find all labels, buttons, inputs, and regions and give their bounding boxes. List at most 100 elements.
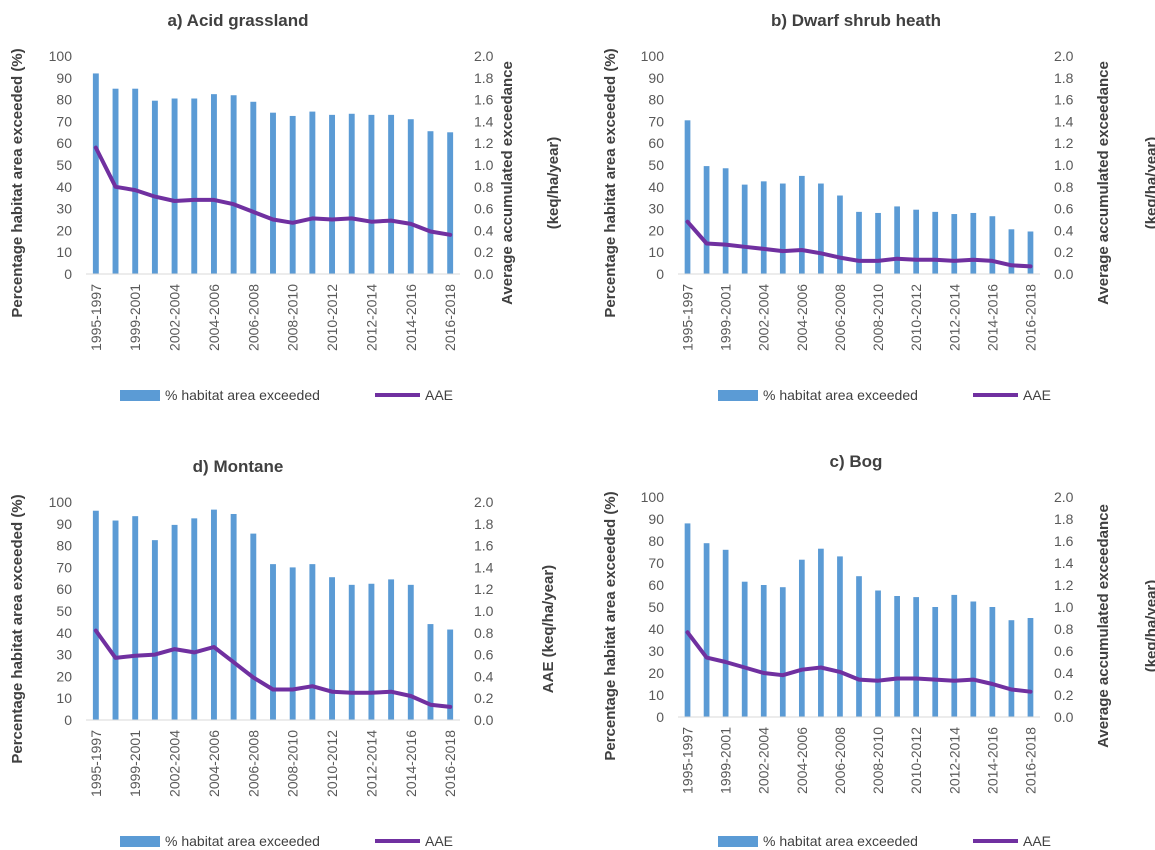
bar bbox=[388, 579, 395, 720]
bar bbox=[779, 183, 786, 274]
bar bbox=[289, 567, 296, 720]
x-tick-label: 2016-2018 bbox=[1022, 727, 1038, 794]
legend-bar-swatch bbox=[120, 390, 160, 401]
y2-tick-label: 0.6 bbox=[474, 647, 494, 663]
x-tick-label: 2006-2008 bbox=[832, 284, 848, 351]
bar bbox=[171, 524, 178, 720]
bar bbox=[250, 101, 257, 274]
bar bbox=[447, 132, 454, 274]
y-tick-label: 70 bbox=[56, 113, 72, 129]
y2-tick-label: 1.0 bbox=[474, 603, 494, 619]
panel-dwarf-shrub-heath: b) Dwarf shrub heath 0 10 20 30 40 50 60 70 80 90 1… bbox=[578, 0, 1155, 425]
bar bbox=[989, 216, 996, 274]
y2-tick-label: 0.4 bbox=[1054, 222, 1074, 238]
y-tick-label: 60 bbox=[56, 581, 72, 597]
bar bbox=[818, 183, 824, 274]
chart-title: b) Dwarf shrub heath bbox=[771, 11, 941, 30]
y2-tick-label: 2.0 bbox=[474, 494, 494, 510]
legend-bar-label: % habitat area exceeded bbox=[763, 387, 918, 403]
y-tick-label: 10 bbox=[648, 687, 664, 703]
bar bbox=[703, 543, 710, 717]
y2-tick-label: 0.6 bbox=[1054, 643, 1074, 659]
bar bbox=[427, 131, 434, 274]
bar bbox=[191, 98, 198, 274]
x-tick-label: 2012-2014 bbox=[946, 727, 962, 794]
y2-tick-label: 1.6 bbox=[1054, 92, 1074, 108]
bar bbox=[1008, 229, 1015, 274]
bar bbox=[151, 100, 158, 274]
bar bbox=[388, 114, 395, 274]
y2-tick-label: 2.0 bbox=[474, 48, 494, 64]
legend-bar-swatch bbox=[718, 390, 758, 401]
bar bbox=[309, 111, 316, 274]
x-tick-label: 2012-2014 bbox=[363, 284, 379, 351]
y-tick-label: 30 bbox=[648, 643, 664, 659]
bar bbox=[132, 516, 139, 720]
y-tick-label: 40 bbox=[56, 625, 72, 641]
aae-series-line bbox=[93, 628, 453, 709]
y-axis-label: Percentage habitat area exceeded (%) bbox=[602, 48, 619, 317]
x-tick-label: 2014-2016 bbox=[403, 284, 419, 351]
chart-svg: d) Montane 0 10 20 30 40 50 60 70 80 90 100 0.0 0.2 0.… bbox=[9, 457, 557, 849]
panel-montane: d) Montane 0 10 20 30 40 50 60 70 80 90 100 0.0 0.2 0.… bbox=[0, 425, 577, 850]
y2-tick-label: 1.2 bbox=[1054, 577, 1074, 593]
y-tick-label: 100 bbox=[49, 494, 73, 510]
x-tick-label: 2008-2010 bbox=[285, 284, 301, 351]
bar bbox=[329, 114, 336, 274]
y2-tick-label: 0.8 bbox=[1054, 179, 1074, 195]
bar bbox=[348, 584, 355, 720]
x-tick-label: 2002-2004 bbox=[167, 284, 183, 351]
bar bbox=[270, 564, 276, 720]
y-tick-label: 0 bbox=[656, 266, 664, 282]
bar bbox=[1027, 618, 1034, 717]
x-tick-label: 1995-1997 bbox=[680, 284, 696, 351]
x-tick-label: 2004-2006 bbox=[206, 284, 222, 351]
y2-tick-label: 2.0 bbox=[1054, 489, 1074, 505]
legend-bar-label: % habitat area exceeded bbox=[165, 833, 320, 849]
y2-tick-label: 0.6 bbox=[1054, 201, 1074, 217]
x-tick-label: 1995-1997 bbox=[88, 284, 104, 351]
y2-tick-label: 1.0 bbox=[474, 157, 494, 173]
y2-axis-label: Average accumulated exceedance bbox=[1095, 61, 1112, 305]
bar bbox=[309, 564, 316, 720]
y2-tick-label: 0.0 bbox=[1054, 709, 1074, 725]
y-tick-label: 50 bbox=[648, 157, 664, 173]
chart-svg: a) Acid grassland 0 10 20 30 40 50 60 70 80 90 100 0… bbox=[9, 11, 562, 403]
bar bbox=[368, 583, 375, 720]
y-tick-label: 90 bbox=[56, 516, 72, 532]
y-tick-label: 10 bbox=[648, 244, 664, 260]
bar bbox=[970, 601, 977, 717]
bar bbox=[112, 520, 119, 720]
y2-tick-label: 1.8 bbox=[474, 70, 494, 86]
x-tick-label: 1999-2001 bbox=[718, 727, 734, 794]
y-tick-label: 20 bbox=[648, 222, 664, 238]
y-tick-label: 80 bbox=[648, 92, 664, 108]
y-tick-label: 50 bbox=[56, 603, 72, 619]
bar bbox=[407, 584, 414, 720]
bar bbox=[913, 597, 920, 717]
x-tick-label: 1995-1997 bbox=[88, 730, 104, 797]
y-tick-label: 60 bbox=[648, 135, 664, 151]
x-tick-label: 2002-2004 bbox=[167, 730, 183, 797]
x-tick-label: 2016-2018 bbox=[1022, 284, 1038, 351]
y-tick-label: 60 bbox=[648, 577, 664, 593]
y2-tick-label: 1.0 bbox=[1054, 599, 1074, 615]
bar bbox=[92, 510, 99, 720]
chart-svg: b) Dwarf shrub heath 0 10 20 30 40 50 60 70 80 90 1… bbox=[602, 11, 1155, 403]
bar bbox=[856, 576, 862, 717]
y2-tick-label: 1.4 bbox=[474, 113, 494, 129]
bar bbox=[722, 549, 729, 717]
y-tick-label: 50 bbox=[56, 157, 72, 173]
y-axis-label: Percentage habitat area exceeded (%) bbox=[9, 48, 26, 317]
legend-line-label: AAE bbox=[1023, 387, 1051, 403]
bar bbox=[151, 540, 158, 720]
y-tick-label: 50 bbox=[648, 599, 664, 615]
y-tick-label: 20 bbox=[648, 665, 664, 681]
bar bbox=[818, 548, 824, 717]
legend-line-label: AAE bbox=[425, 833, 453, 849]
y-tick-label: 100 bbox=[49, 48, 73, 64]
x-tick-label: 2014-2016 bbox=[984, 727, 1000, 794]
y2-axis-label: Average accumulated exceedance bbox=[1095, 504, 1112, 748]
y-tick-label: 0 bbox=[64, 712, 72, 728]
y2-tick-label: 1.2 bbox=[474, 581, 494, 597]
